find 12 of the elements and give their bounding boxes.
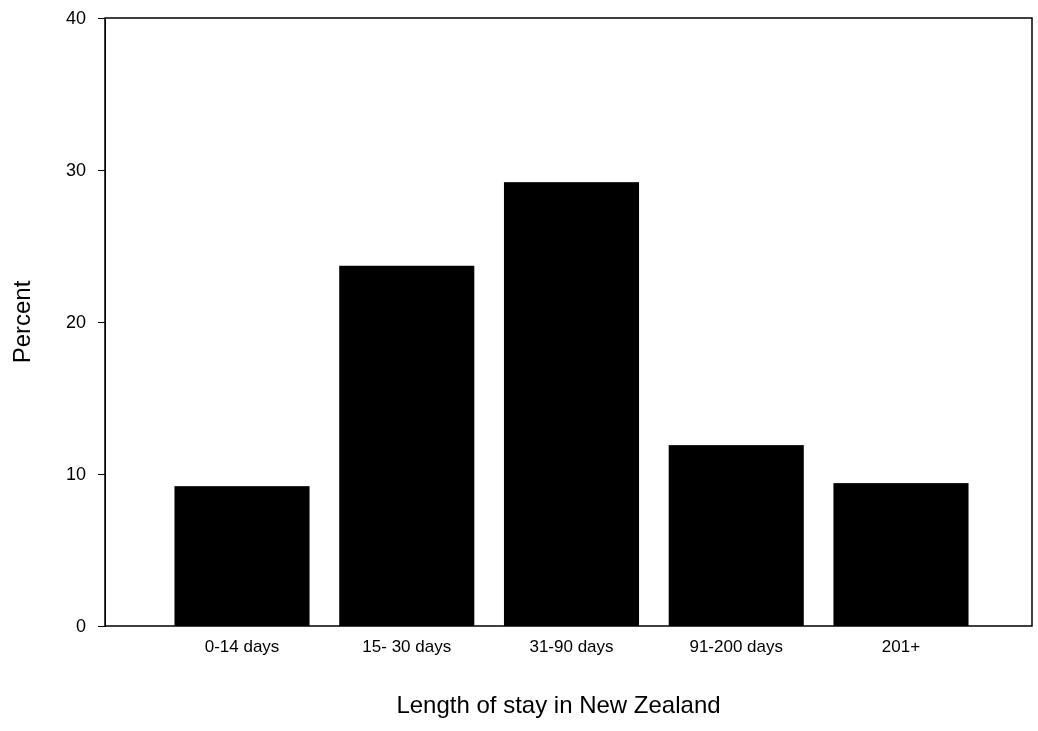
y-tick-label: 0 bbox=[75, 616, 86, 637]
y-tick-label: 20 bbox=[65, 312, 86, 333]
x-tick-label: 201+ bbox=[881, 637, 921, 657]
y-tick-label: 10 bbox=[65, 464, 86, 485]
y-tick-label: 40 bbox=[65, 8, 86, 29]
x-tick-label: 0-14 days bbox=[204, 637, 280, 657]
x-tick-label: 31-90 days bbox=[529, 637, 614, 657]
y-axis-title: Percent bbox=[8, 280, 35, 364]
x-tick-label: 15- 30 days bbox=[362, 637, 452, 657]
y-tick-label: 30 bbox=[65, 160, 86, 181]
x-axis-title: Length of stay in New Zealand bbox=[396, 691, 721, 718]
x-tick-label: 91-200 days bbox=[689, 637, 784, 657]
